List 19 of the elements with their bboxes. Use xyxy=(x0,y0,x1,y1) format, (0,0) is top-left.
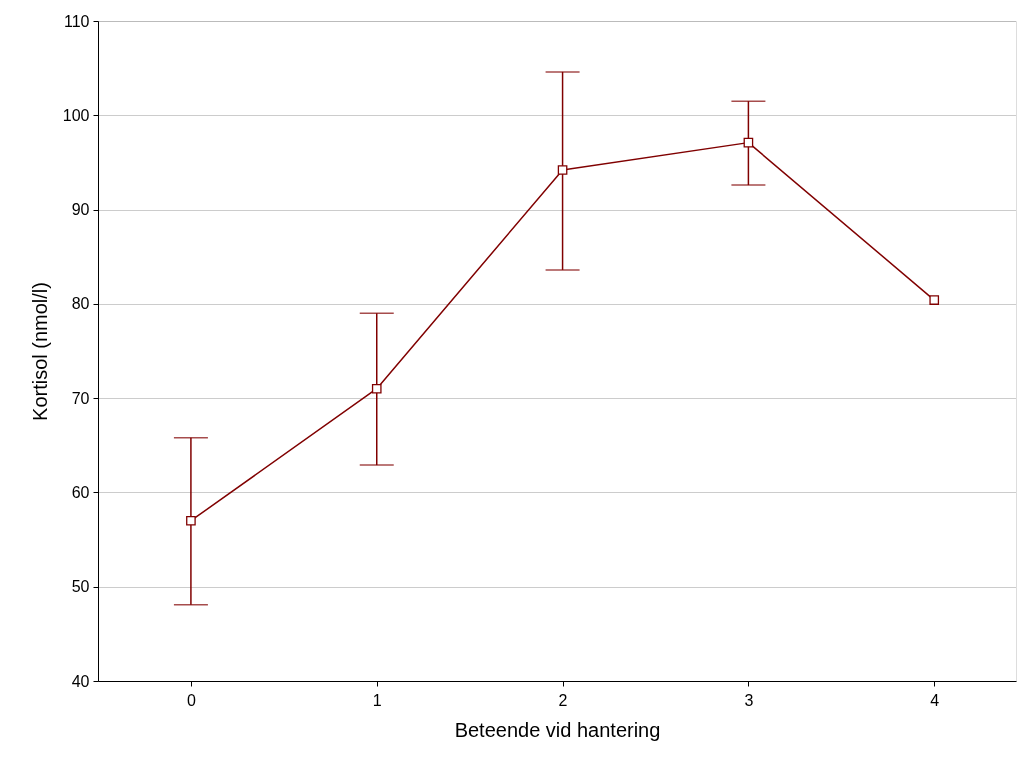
x-tick-label: 1 xyxy=(372,691,382,709)
x-axis-title: Beteende vid hantering xyxy=(454,718,661,741)
y-tick-label: 40 xyxy=(71,672,90,690)
point xyxy=(371,383,382,394)
y-tick-label: 50 xyxy=(71,578,90,596)
y-tick-label: 60 xyxy=(71,483,90,501)
y-tick-label: 110 xyxy=(63,12,90,30)
point xyxy=(186,515,196,526)
y-tick-label: 70 xyxy=(71,389,90,407)
y-tick-label: 90 xyxy=(71,201,90,219)
x-tick-label: 3 xyxy=(744,691,754,709)
y-tick-label: 100 xyxy=(62,106,90,124)
x-tick-label: 2 xyxy=(558,691,568,709)
y-tick-label: 80 xyxy=(71,295,90,313)
x-tick-label: 0 xyxy=(186,691,196,709)
point xyxy=(557,165,568,175)
point xyxy=(929,295,940,305)
y-axis-title: Kortisol (nmol/l) xyxy=(28,282,51,421)
x-tick-label: 4 xyxy=(930,691,940,709)
